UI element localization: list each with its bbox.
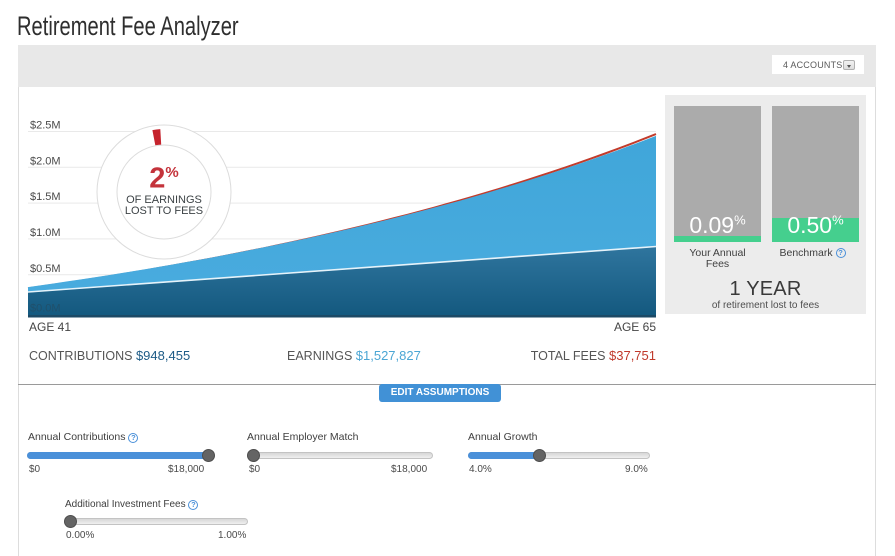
svg-text:$1.5M: $1.5M (30, 191, 61, 203)
svg-text:$0.0M: $0.0M (30, 303, 61, 315)
svg-text:$1.0M: $1.0M (30, 227, 61, 239)
svg-text:$2.5M: $2.5M (30, 120, 61, 132)
svg-text:$0.5M: $0.5M (30, 263, 61, 275)
svg-text:$2.0M: $2.0M (30, 155, 61, 167)
